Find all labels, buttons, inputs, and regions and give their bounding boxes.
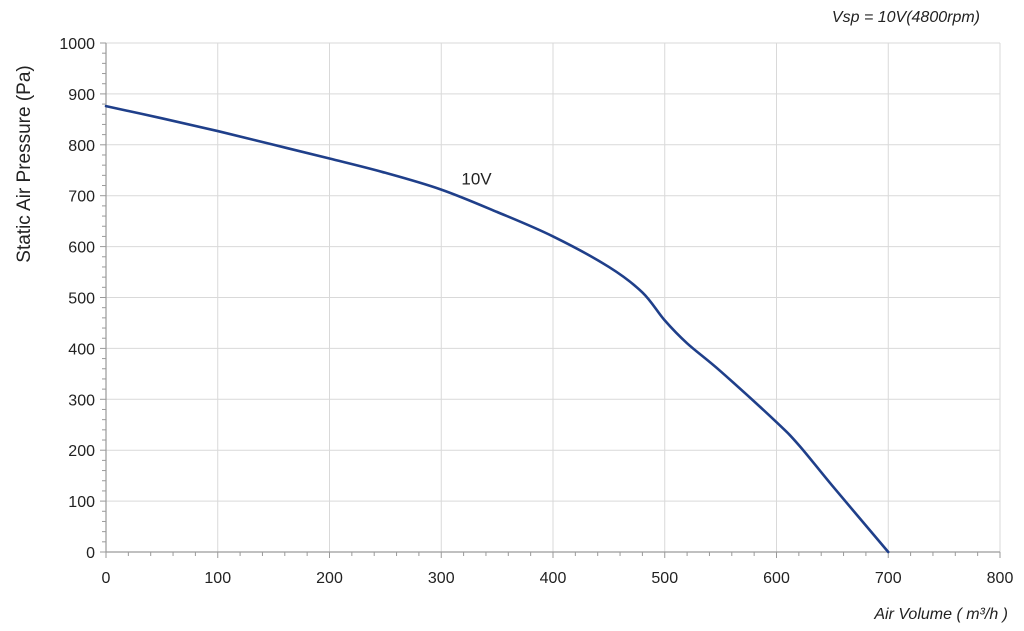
x-tick-label: 500 xyxy=(651,570,678,587)
y-tick-label: 200 xyxy=(68,443,95,460)
x-axis-title: Air Volume ( m³/h ) xyxy=(873,606,1008,623)
series-line-10v xyxy=(106,106,888,552)
y-tick-label: 400 xyxy=(68,341,95,358)
series-label-10v: 10V xyxy=(461,170,492,189)
x-tick-label: 0 xyxy=(102,570,111,587)
x-tick-label: 200 xyxy=(316,570,343,587)
condition-label: Vsp = 10V(4800rpm) xyxy=(832,9,980,26)
x-tick-label: 400 xyxy=(540,570,567,587)
y-tick-label: 800 xyxy=(68,138,95,155)
y-axis-title: Static Air Pressure (Pa) xyxy=(14,65,35,262)
y-tick-label: 900 xyxy=(68,87,95,104)
y-tick-label: 100 xyxy=(68,494,95,511)
x-tick-label: 800 xyxy=(987,570,1014,587)
y-tick-label: 600 xyxy=(68,240,95,257)
minor-ticks xyxy=(100,43,1000,558)
x-tick-labels: 0 100 200 300 400 500 600 700 800 xyxy=(102,570,1014,587)
y-tick-label: 1000 xyxy=(59,36,95,53)
y-tick-label: 700 xyxy=(68,189,95,206)
x-tick-label: 700 xyxy=(875,570,902,587)
x-tick-label: 600 xyxy=(763,570,790,587)
y-tick-labels: 0 100 200 300 400 500 600 700 800 900 1000 xyxy=(59,36,95,562)
x-tick-label: 100 xyxy=(204,570,231,587)
series-group: 10V xyxy=(106,106,888,552)
y-tick-label: 500 xyxy=(68,291,95,308)
grid-lines xyxy=(106,43,1000,552)
x-tick-label: 300 xyxy=(428,570,455,587)
y-tick-label: 0 xyxy=(86,545,95,562)
y-tick-label: 300 xyxy=(68,392,95,409)
